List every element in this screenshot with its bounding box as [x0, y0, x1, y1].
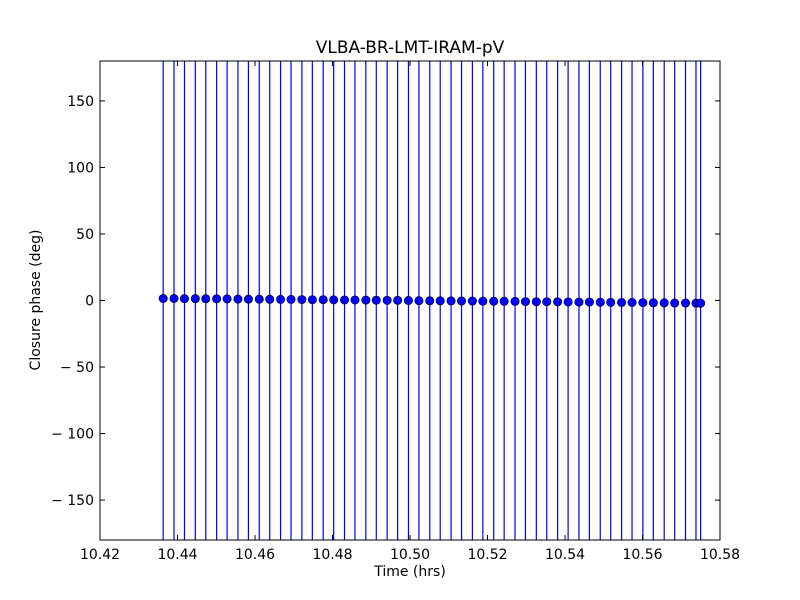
- data-point: [169, 294, 179, 304]
- data-point: [371, 295, 381, 305]
- data-point: [510, 296, 520, 306]
- x-tick-label: 10.50: [390, 547, 430, 563]
- data-point: [212, 294, 222, 304]
- data-point: [696, 298, 706, 308]
- data-point: [254, 294, 264, 304]
- data-point: [617, 297, 627, 307]
- data-point: [681, 298, 691, 308]
- data-point: [638, 298, 648, 308]
- y-tick-label: 50: [76, 227, 94, 243]
- y-axis-label: Closure phase (deg): [28, 230, 44, 371]
- x-tick-label: 10.52: [467, 547, 507, 563]
- x-axis-label: Time (hrs): [373, 564, 446, 580]
- x-tick-label: 10.46: [235, 547, 275, 563]
- data-point: [574, 297, 584, 307]
- data-point: [553, 297, 563, 307]
- data-point: [414, 296, 424, 306]
- data-point: [286, 294, 296, 304]
- data-point: [382, 295, 392, 305]
- data-point: [190, 294, 200, 304]
- data-point: [595, 297, 605, 307]
- data-point: [478, 296, 488, 306]
- data-point: [201, 294, 211, 304]
- data-point: [563, 297, 573, 307]
- data-point: [520, 297, 530, 307]
- data-point: [457, 296, 467, 306]
- data-point: [233, 294, 243, 304]
- data-point: [361, 295, 371, 305]
- x-tick-label: 10.54: [545, 547, 585, 563]
- data-point: [648, 298, 658, 308]
- data-point: [222, 294, 232, 304]
- data-point: [393, 295, 403, 305]
- y-tick-label: 100: [67, 160, 94, 176]
- data-point: [584, 297, 594, 307]
- data-point: [403, 295, 413, 305]
- data-point: [425, 296, 435, 306]
- data-point: [659, 298, 669, 308]
- data-point: [329, 295, 339, 305]
- x-tick-label: 10.56: [622, 547, 662, 563]
- data-point: [489, 296, 499, 306]
- data-point: [670, 298, 680, 308]
- data-point: [318, 295, 328, 305]
- data-point: [350, 295, 360, 305]
- data-point: [627, 297, 637, 307]
- data-point: [606, 297, 616, 307]
- plot-area: 10.42 10.44 10.46 10.48 10.50 10.52 10.54 10.56…: [51, 60, 740, 563]
- data-point: [531, 297, 541, 307]
- y-tick-label: − 100: [51, 427, 94, 443]
- data-point: [179, 294, 189, 304]
- data-point: [243, 294, 253, 304]
- x-tick-label: 10.48: [312, 547, 352, 563]
- data-point: [446, 296, 456, 306]
- data-point: [499, 296, 509, 306]
- data-point: [297, 295, 307, 305]
- y-tick-label: − 150: [51, 493, 94, 509]
- data-point: [307, 295, 317, 305]
- data-point: [340, 295, 350, 305]
- data-point: [276, 294, 286, 304]
- y-tick-label: 150: [67, 94, 94, 110]
- x-tick-label: 10.44: [157, 547, 197, 563]
- data-point: [158, 294, 168, 304]
- data-point: [435, 296, 445, 306]
- chart-title: VLBA-BR-LMT-IRAM-pV: [316, 38, 505, 58]
- x-tick-label: 10.42: [80, 547, 120, 563]
- data-point: [265, 294, 275, 304]
- y-tick-label: 0: [85, 294, 94, 310]
- data-point: [467, 296, 477, 306]
- axes-frame: [99, 60, 721, 541]
- y-tick-label: − 50: [60, 360, 94, 376]
- x-tick-label: 10.58: [700, 547, 740, 563]
- data-point: [542, 297, 552, 307]
